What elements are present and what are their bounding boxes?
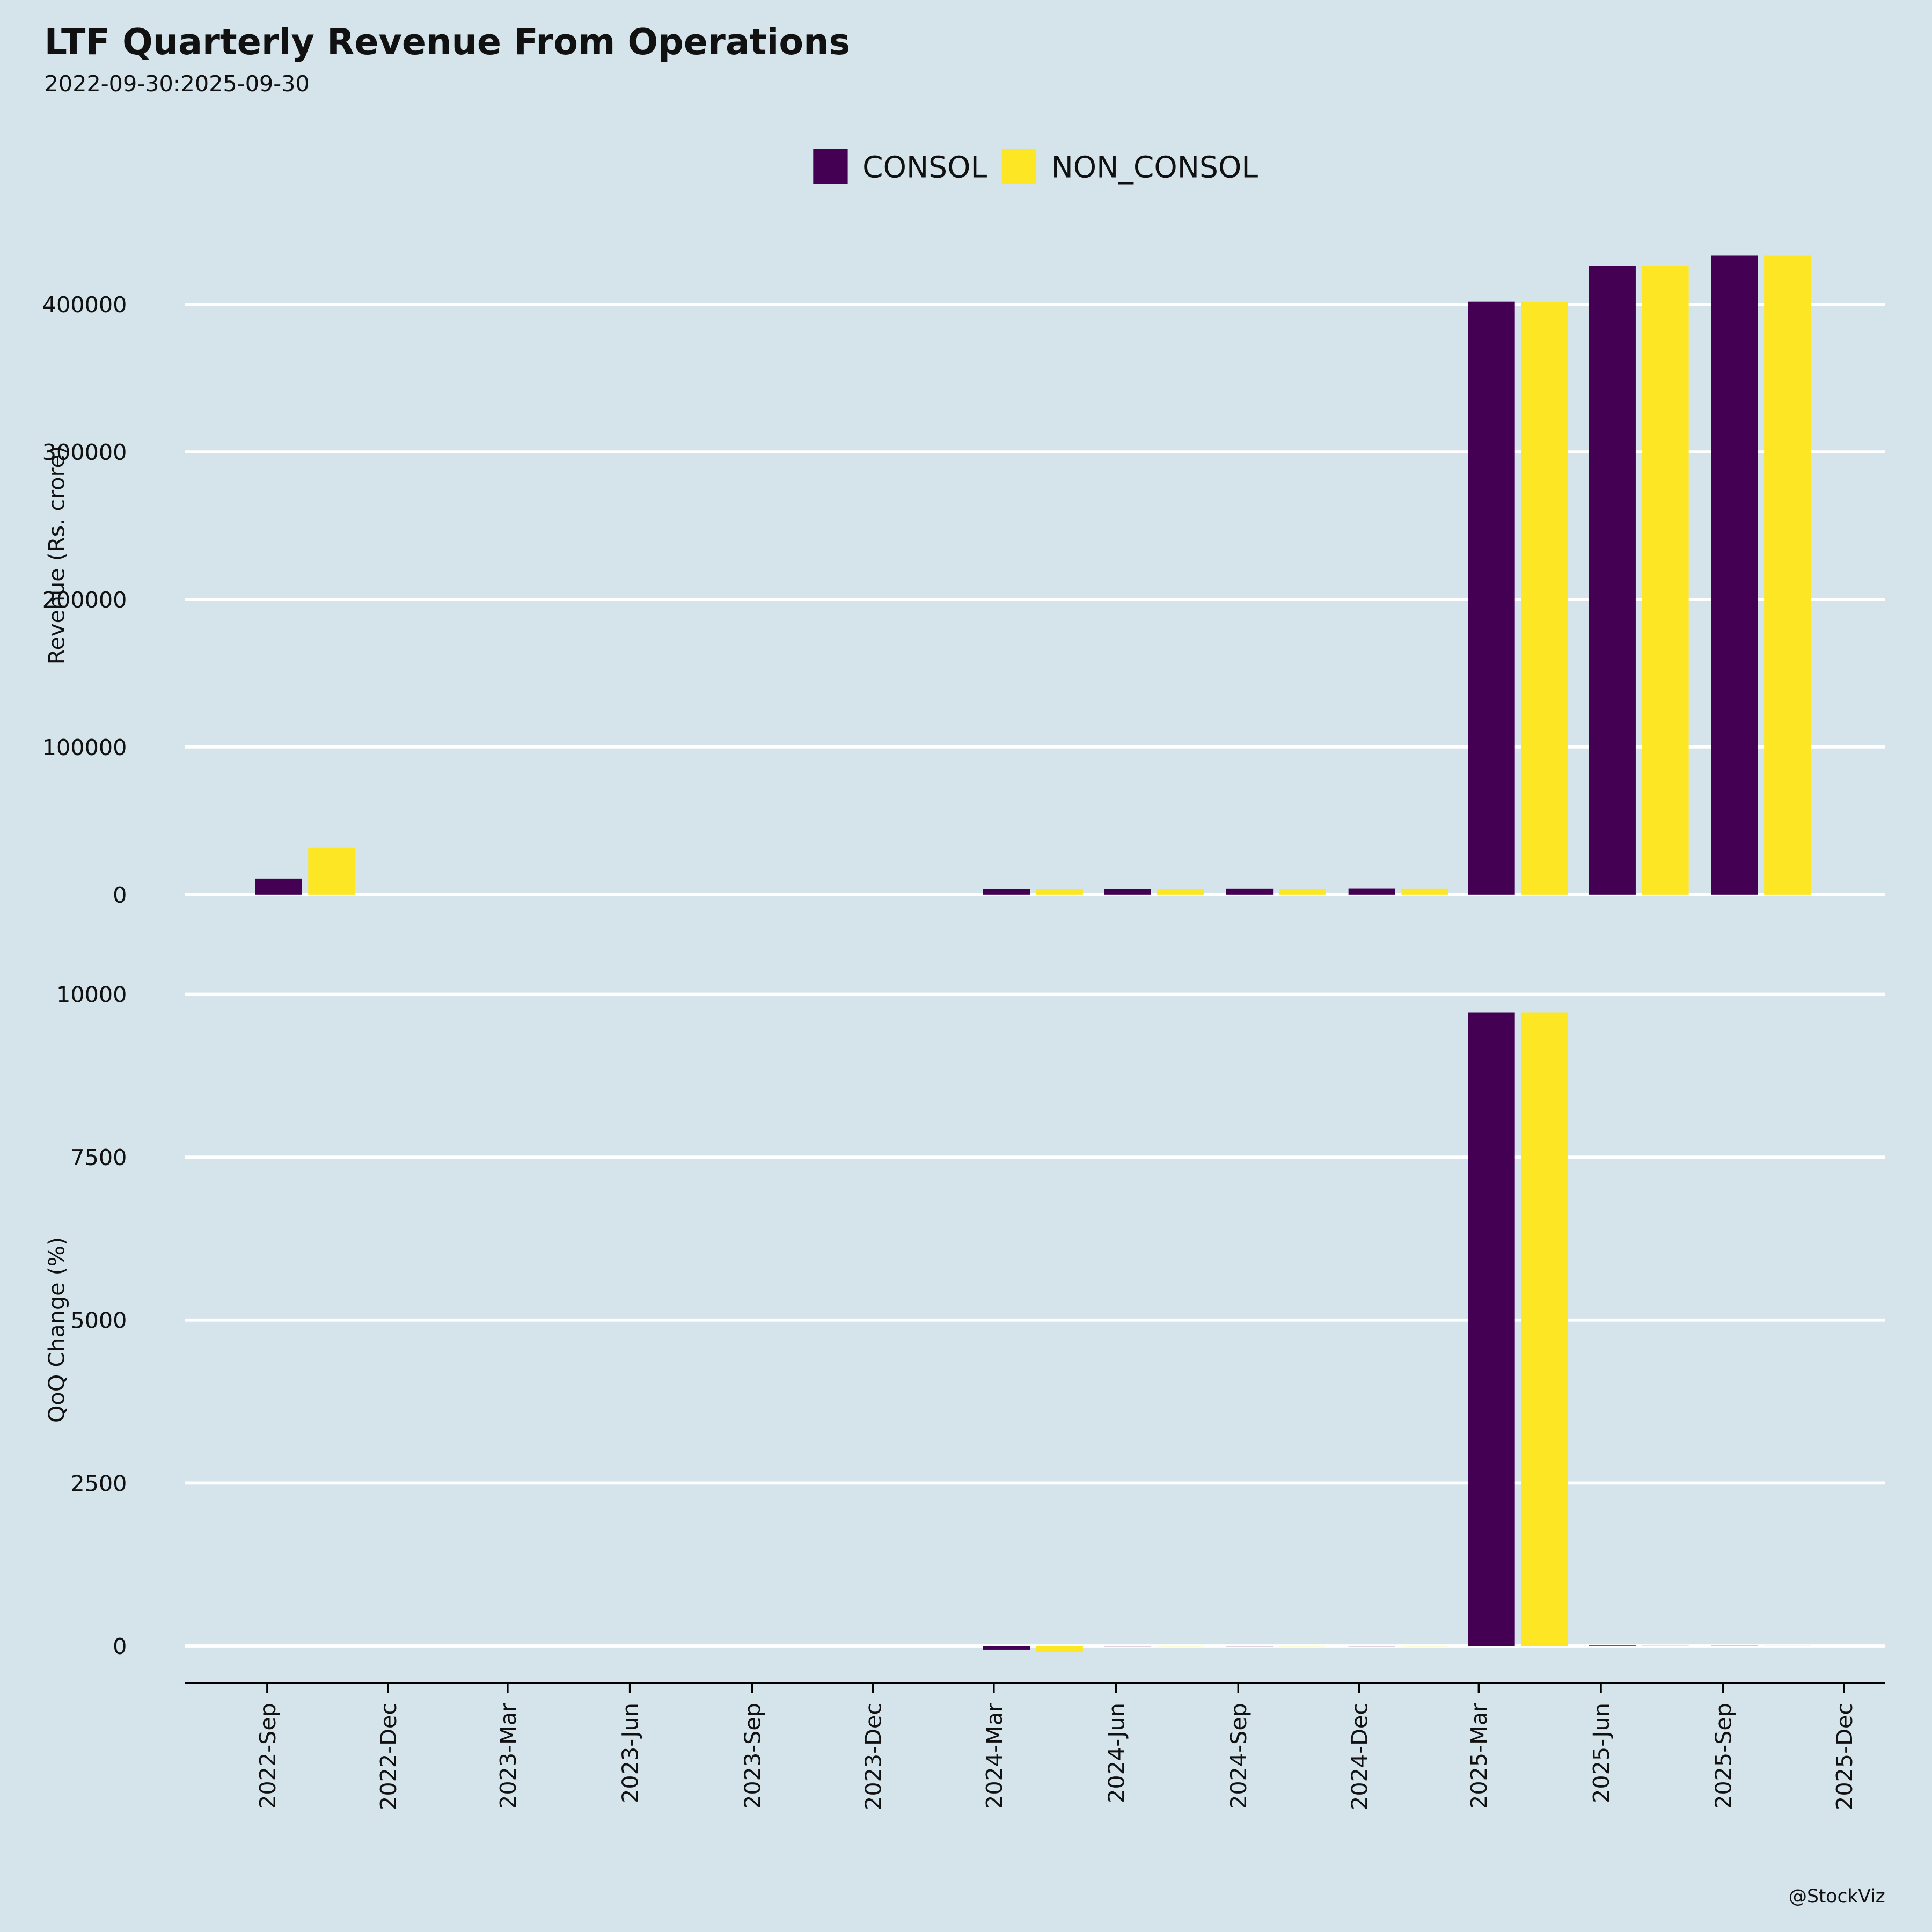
legend-label: CONSOL [862, 150, 987, 185]
y-tick-label: 0 [113, 1634, 127, 1659]
bar [1589, 266, 1636, 895]
x-tick-label: 2023-Mar [495, 1703, 521, 1809]
x-tick-label: 2025-Sep [1711, 1703, 1737, 1809]
x-tick-label: 2024-Dec [1346, 1703, 1372, 1810]
bar [1157, 889, 1204, 895]
bar [1642, 1645, 1689, 1646]
bar [1521, 301, 1568, 895]
y-axis-label: Revenue (Rs. crore) [43, 446, 69, 664]
bar [1468, 301, 1515, 895]
bar [1279, 889, 1326, 895]
x-tick-label: 2024-Sep [1226, 1703, 1252, 1809]
legend-label: NON_CONSOL [1051, 150, 1258, 185]
bar [1764, 255, 1811, 895]
bar [1226, 888, 1274, 895]
x-tick-label: 2022-Dec [376, 1703, 401, 1810]
chart-subtitle: 2022-09-30:2025-09-30 [45, 71, 310, 97]
bar [1642, 266, 1689, 895]
bar [308, 847, 355, 895]
bar [1036, 889, 1083, 895]
x-tick-label: 2024-Mar [982, 1703, 1007, 1809]
x-tick-label: 2023-Dec [861, 1703, 887, 1810]
bar [1711, 255, 1758, 895]
x-tick-label: 2023-Sep [740, 1703, 765, 1809]
y-axis-label: QoQ Change (%) [43, 1237, 69, 1423]
y-tick-label: 400000 [42, 292, 127, 318]
y-tick-label: 300000 [42, 440, 127, 465]
y-tick-label: 2500 [70, 1470, 127, 1496]
bar [1401, 888, 1448, 895]
legend-swatch [1001, 149, 1037, 184]
bar [1521, 1012, 1568, 1646]
x-tick-label: 2025-Mar [1466, 1703, 1492, 1809]
credit: @StockViz [1789, 1886, 1885, 1907]
x-tick-label: 2025-Jun [1589, 1703, 1614, 1803]
bar [983, 1646, 1030, 1650]
y-tick-label: 100000 [42, 735, 127, 760]
y-tick-label: 5000 [70, 1308, 127, 1334]
x-tick-label: 2025-Dec [1832, 1703, 1857, 1810]
y-tick-label: 7500 [70, 1145, 127, 1170]
y-tick-label: 200000 [42, 587, 127, 613]
bar [983, 889, 1030, 895]
x-tick-label: 2022-Sep [255, 1703, 281, 1809]
bar [255, 878, 302, 895]
chart-title: LTF Quarterly Revenue From Operations [45, 21, 850, 63]
bar [1468, 1012, 1515, 1646]
y-tick-label: 0 [113, 882, 127, 908]
bar [1104, 889, 1151, 895]
x-tick-label: 2023-Jun [618, 1703, 643, 1803]
bar [1036, 1646, 1083, 1652]
y-tick-label: 10000 [56, 982, 127, 1007]
bar [1589, 1645, 1636, 1646]
legend-swatch [813, 149, 848, 184]
bar [1348, 888, 1395, 895]
x-tick-label: 2024-Jun [1103, 1703, 1129, 1803]
